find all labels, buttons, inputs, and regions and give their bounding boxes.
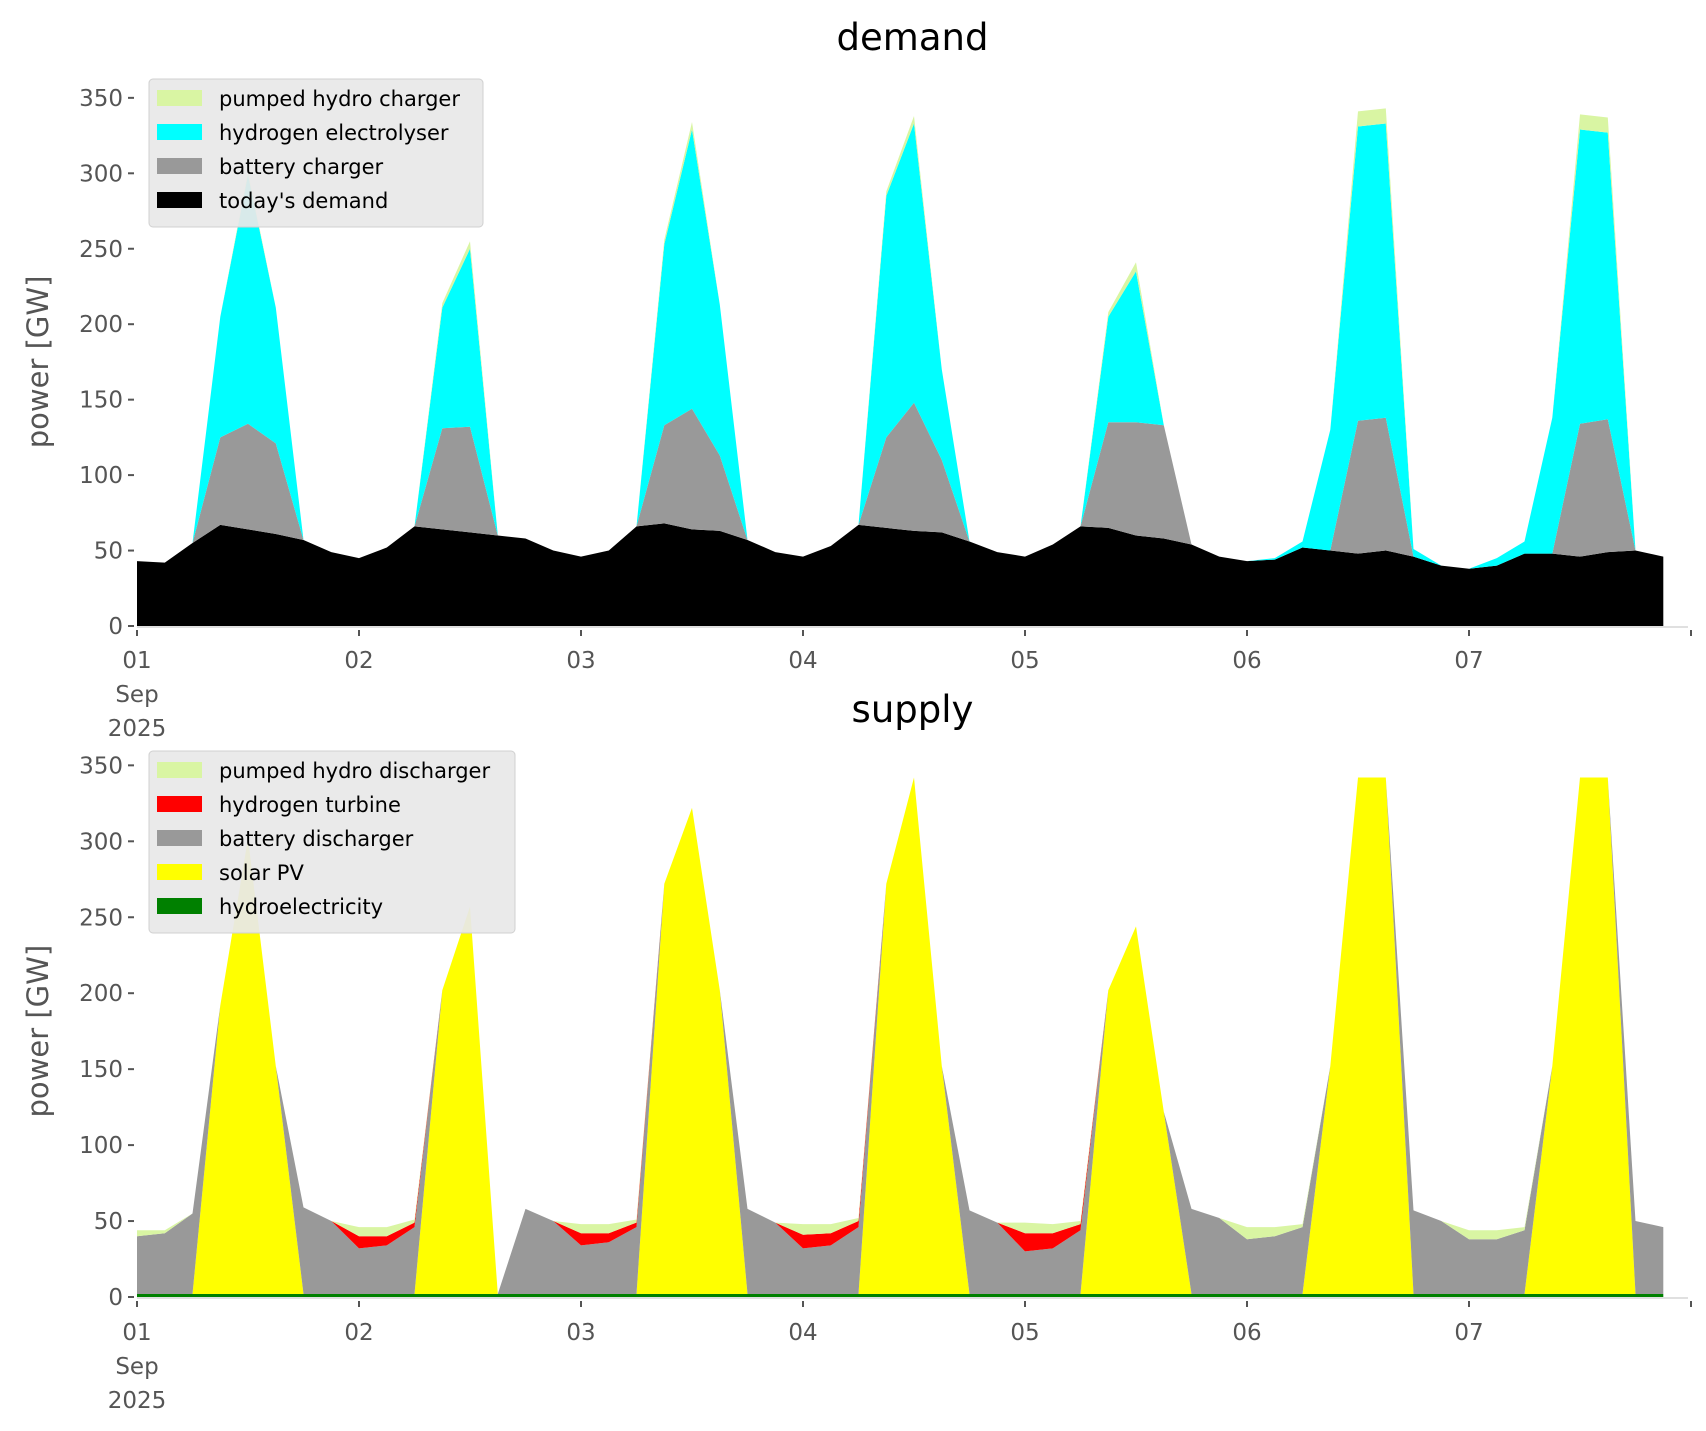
legend-swatch xyxy=(157,898,202,914)
x-tick-label: 01 xyxy=(122,1320,151,1346)
area-battery-discharger xyxy=(137,777,1664,1294)
x-tick-label: 02 xyxy=(344,1320,373,1346)
y-tick-label: 50 xyxy=(94,539,123,565)
y-tick-label: 350 xyxy=(79,86,123,112)
y-tick-label: 50 xyxy=(94,1209,123,1235)
x-tick-label: 07 xyxy=(1454,648,1483,674)
area-hydrogen-electrolyser xyxy=(137,123,1664,569)
area-battery-charger xyxy=(137,402,1664,569)
legend-swatch xyxy=(157,158,202,174)
y-tick-label: 300 xyxy=(79,829,123,855)
y-tick-label: 0 xyxy=(108,614,123,640)
legend-label: battery charger xyxy=(219,155,384,179)
chart-title: supply xyxy=(852,688,974,731)
legend-label: pumped hydro discharger xyxy=(219,759,490,783)
legend-swatch xyxy=(157,830,202,846)
x-tick-sublabel: Sep xyxy=(115,682,158,708)
legend-label: today's demand xyxy=(219,189,388,213)
y-tick-label: 200 xyxy=(79,312,123,338)
y-tick-label: 150 xyxy=(79,1057,123,1083)
x-tick-label: 01 xyxy=(122,648,151,674)
y-tick-label: 200 xyxy=(79,981,123,1007)
x-tick-label: 05 xyxy=(1010,1320,1039,1346)
legend-label: hydroelectricity xyxy=(219,895,383,919)
legend-swatch xyxy=(157,864,202,880)
area-hydroelectricity xyxy=(137,1294,1664,1297)
legend-label: hydrogen electrolyser xyxy=(219,121,449,145)
y-tick-label: 0 xyxy=(108,1285,123,1311)
chart-title: demand xyxy=(837,16,989,59)
y-tick-label: 250 xyxy=(79,905,123,931)
x-tick-label: 05 xyxy=(1010,648,1039,674)
y-tick-label: 250 xyxy=(79,237,123,263)
x-tick-label: 03 xyxy=(566,648,595,674)
legend-label: pumped hydro charger xyxy=(219,87,460,111)
legend-box xyxy=(148,750,516,934)
y-tick-label: 100 xyxy=(79,1133,123,1159)
x-tick-label: 06 xyxy=(1232,648,1261,674)
y-axis-label: power [GW] xyxy=(21,945,55,1118)
area-today-s-demand xyxy=(137,523,1664,626)
legend-label: hydrogen turbine xyxy=(219,793,401,817)
y-axis-label: power [GW] xyxy=(21,276,55,449)
x-tick-label: 02 xyxy=(344,648,373,674)
x-tick-label: 04 xyxy=(788,1320,817,1346)
legend-swatch xyxy=(157,90,202,106)
x-tick-label: 04 xyxy=(788,648,817,674)
y-tick-label: 150 xyxy=(79,388,123,414)
legend-swatch xyxy=(157,124,202,140)
legend-swatch xyxy=(157,762,202,778)
x-tick-sublabel: Sep xyxy=(115,1354,158,1380)
y-tick-label: 100 xyxy=(79,463,123,489)
y-tick-label: 350 xyxy=(79,753,123,779)
x-tick-label: 03 xyxy=(566,1320,595,1346)
legend-label: solar PV xyxy=(219,861,304,885)
y-tick-label: 300 xyxy=(79,161,123,187)
legend-swatch xyxy=(157,192,202,208)
x-tick-sublabel: 2025 xyxy=(108,716,167,742)
x-tick-label: 07 xyxy=(1454,1320,1483,1346)
area-solar-pv xyxy=(137,777,1664,1294)
x-tick-label: 06 xyxy=(1232,1320,1261,1346)
legend-label: battery discharger xyxy=(219,827,414,851)
legend-swatch xyxy=(157,796,202,812)
x-tick-sublabel: 2025 xyxy=(108,1388,167,1414)
legend-box xyxy=(148,78,484,228)
